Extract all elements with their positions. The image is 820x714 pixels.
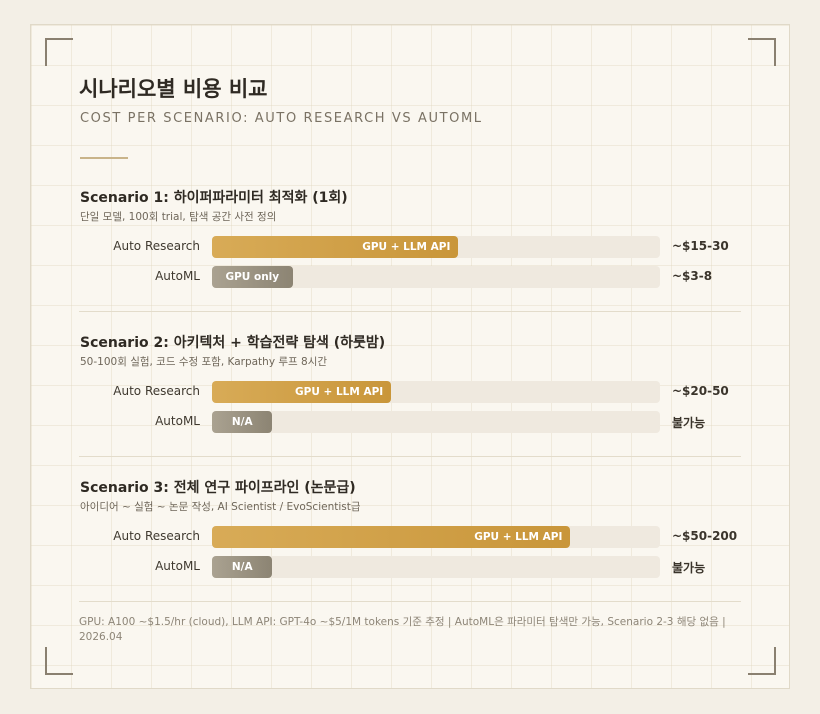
bar-row-automl: AutoML N/A 불가능: [79, 556, 743, 578]
cost-value: ~$50-200: [672, 529, 738, 543]
cost-value: ~$20-50: [672, 384, 729, 398]
bar-row-automl: AutoML GPU only ~$3-8: [79, 266, 743, 288]
bar-label: GPU + LLM API: [295, 386, 384, 398]
corner-bracket-top-left: [45, 38, 73, 66]
scenario-title: Scenario 1: 하이퍼파라미터 최적화 (1회): [80, 190, 348, 206]
corner-bracket-bottom-left: [45, 647, 73, 675]
bar-automl: N/A: [212, 411, 273, 433]
bar-track: GPU only: [212, 266, 660, 288]
cost-value: 불가능: [672, 416, 706, 430]
bar-auto-research: GPU + LLM API: [212, 526, 571, 548]
cost-value: ~$15-30: [672, 239, 729, 253]
chart-title: 시나리오별 비용 비교: [79, 77, 268, 101]
bar-auto-research: GPU + LLM API: [212, 236, 459, 258]
footnote: GPU: A100 ~$1.5/hr (cloud), LLM API: GPT…: [79, 616, 726, 643]
row-label: AutoML: [155, 269, 200, 283]
corner-bracket-bottom-right: [748, 647, 776, 675]
row-label: AutoML: [155, 559, 200, 573]
bar-label: N/A: [231, 416, 253, 428]
cost-value: 불가능: [672, 561, 706, 575]
row-label: Auto Research: [113, 384, 200, 398]
bar-automl: GPU only: [212, 266, 293, 288]
corner-bracket-top-right: [748, 38, 776, 66]
scenario-title: Scenario 3: 전체 연구 파이프라인 (논문급): [80, 480, 356, 496]
bar-row-automl: AutoML N/A 불가능: [79, 411, 743, 433]
bar-track: GPU + LLM API: [212, 526, 660, 548]
bar-automl: N/A: [212, 556, 273, 578]
bar-label: GPU only: [225, 271, 280, 283]
bar-label: GPU + LLM API: [474, 531, 563, 543]
bar-track: N/A: [212, 556, 660, 578]
bar-row-auto-research: Auto Research GPU + LLM API ~$15-30: [79, 236, 743, 258]
scenario-description: 아이디어 ~ 실험 ~ 논문 작성, AI Scientist / EvoSci…: [80, 501, 361, 513]
scenario-description: 단일 모델, 100회 trial, 탐색 공간 사전 정의: [80, 211, 277, 223]
title-accent-line: [80, 157, 128, 159]
bar-track: GPU + LLM API: [212, 236, 660, 258]
row-label: AutoML: [155, 414, 200, 428]
chart-subtitle: COST PER SCENARIO: AUTO RESEARCH VS AUTO…: [80, 111, 483, 126]
bar-track: N/A: [212, 411, 660, 433]
bar-label: N/A: [231, 561, 253, 573]
bar-track: GPU + LLM API: [212, 381, 660, 403]
cost-value: ~$3-8: [672, 269, 713, 283]
scenario-divider: [79, 311, 741, 312]
bar-row-auto-research: Auto Research GPU + LLM API ~$20-50: [79, 381, 743, 403]
bar-row-auto-research: Auto Research GPU + LLM API ~$50-200: [79, 526, 743, 548]
footnote-divider: [79, 601, 741, 602]
bar-label: GPU + LLM API: [362, 241, 451, 253]
row-label: Auto Research: [113, 529, 200, 543]
scenario-divider: [79, 456, 741, 457]
bar-auto-research: GPU + LLM API: [212, 381, 392, 403]
chart-card: 시나리오별 비용 비교 COST PER SCENARIO: AUTO RESE…: [30, 24, 790, 689]
scenario-description: 50-100회 실험, 코드 수정 포함, Karpathy 루프 8시간: [80, 356, 328, 368]
scenario-title: Scenario 2: 아키텍처 + 학습전략 탐색 (하룻밤): [80, 335, 386, 351]
row-label: Auto Research: [113, 239, 200, 253]
